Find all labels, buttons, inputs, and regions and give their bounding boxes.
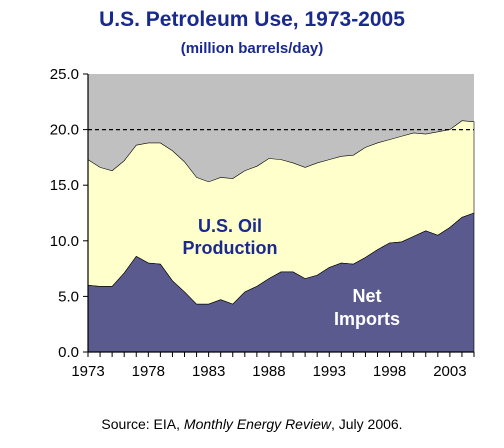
label-net-imports: Imports	[334, 309, 400, 329]
chart-subtitle: (million barrels/day)	[180, 40, 324, 57]
label-us-oil-production: U.S. Oil	[198, 216, 262, 236]
label-net-imports: Net	[352, 286, 381, 306]
x-tick-label: 1983	[192, 363, 225, 380]
x-tick-label: 1978	[132, 363, 165, 380]
y-tick-label: 25.0	[50, 66, 79, 83]
area-net-imports	[87, 212, 475, 353]
y-tick-label: 20.0	[50, 122, 79, 139]
chart-title: U.S. Petroleum Use, 1973-2005	[99, 8, 405, 31]
source-publication: Monthly Energy Review	[183, 416, 331, 432]
source-suffix: , July 2006.	[330, 416, 403, 432]
y-tick-label: 0.0	[58, 344, 79, 361]
y-tick-label: 5.0	[58, 288, 79, 305]
label-us-oil-production: Production	[183, 238, 278, 258]
x-tick-label: 1988	[252, 363, 285, 380]
y-tick-label: 10.0	[50, 233, 79, 250]
source-prefix: Source: EIA,	[101, 416, 184, 432]
x-tick-label: 1993	[313, 363, 346, 380]
x-tick-label: 1973	[71, 363, 104, 380]
y-tick-label: 15.0	[50, 177, 79, 194]
x-tick-label: 1998	[373, 363, 406, 380]
x-tick-label: 2003	[433, 363, 466, 380]
source-note: Source: EIA, Monthly Energy Review, July…	[0, 416, 504, 432]
